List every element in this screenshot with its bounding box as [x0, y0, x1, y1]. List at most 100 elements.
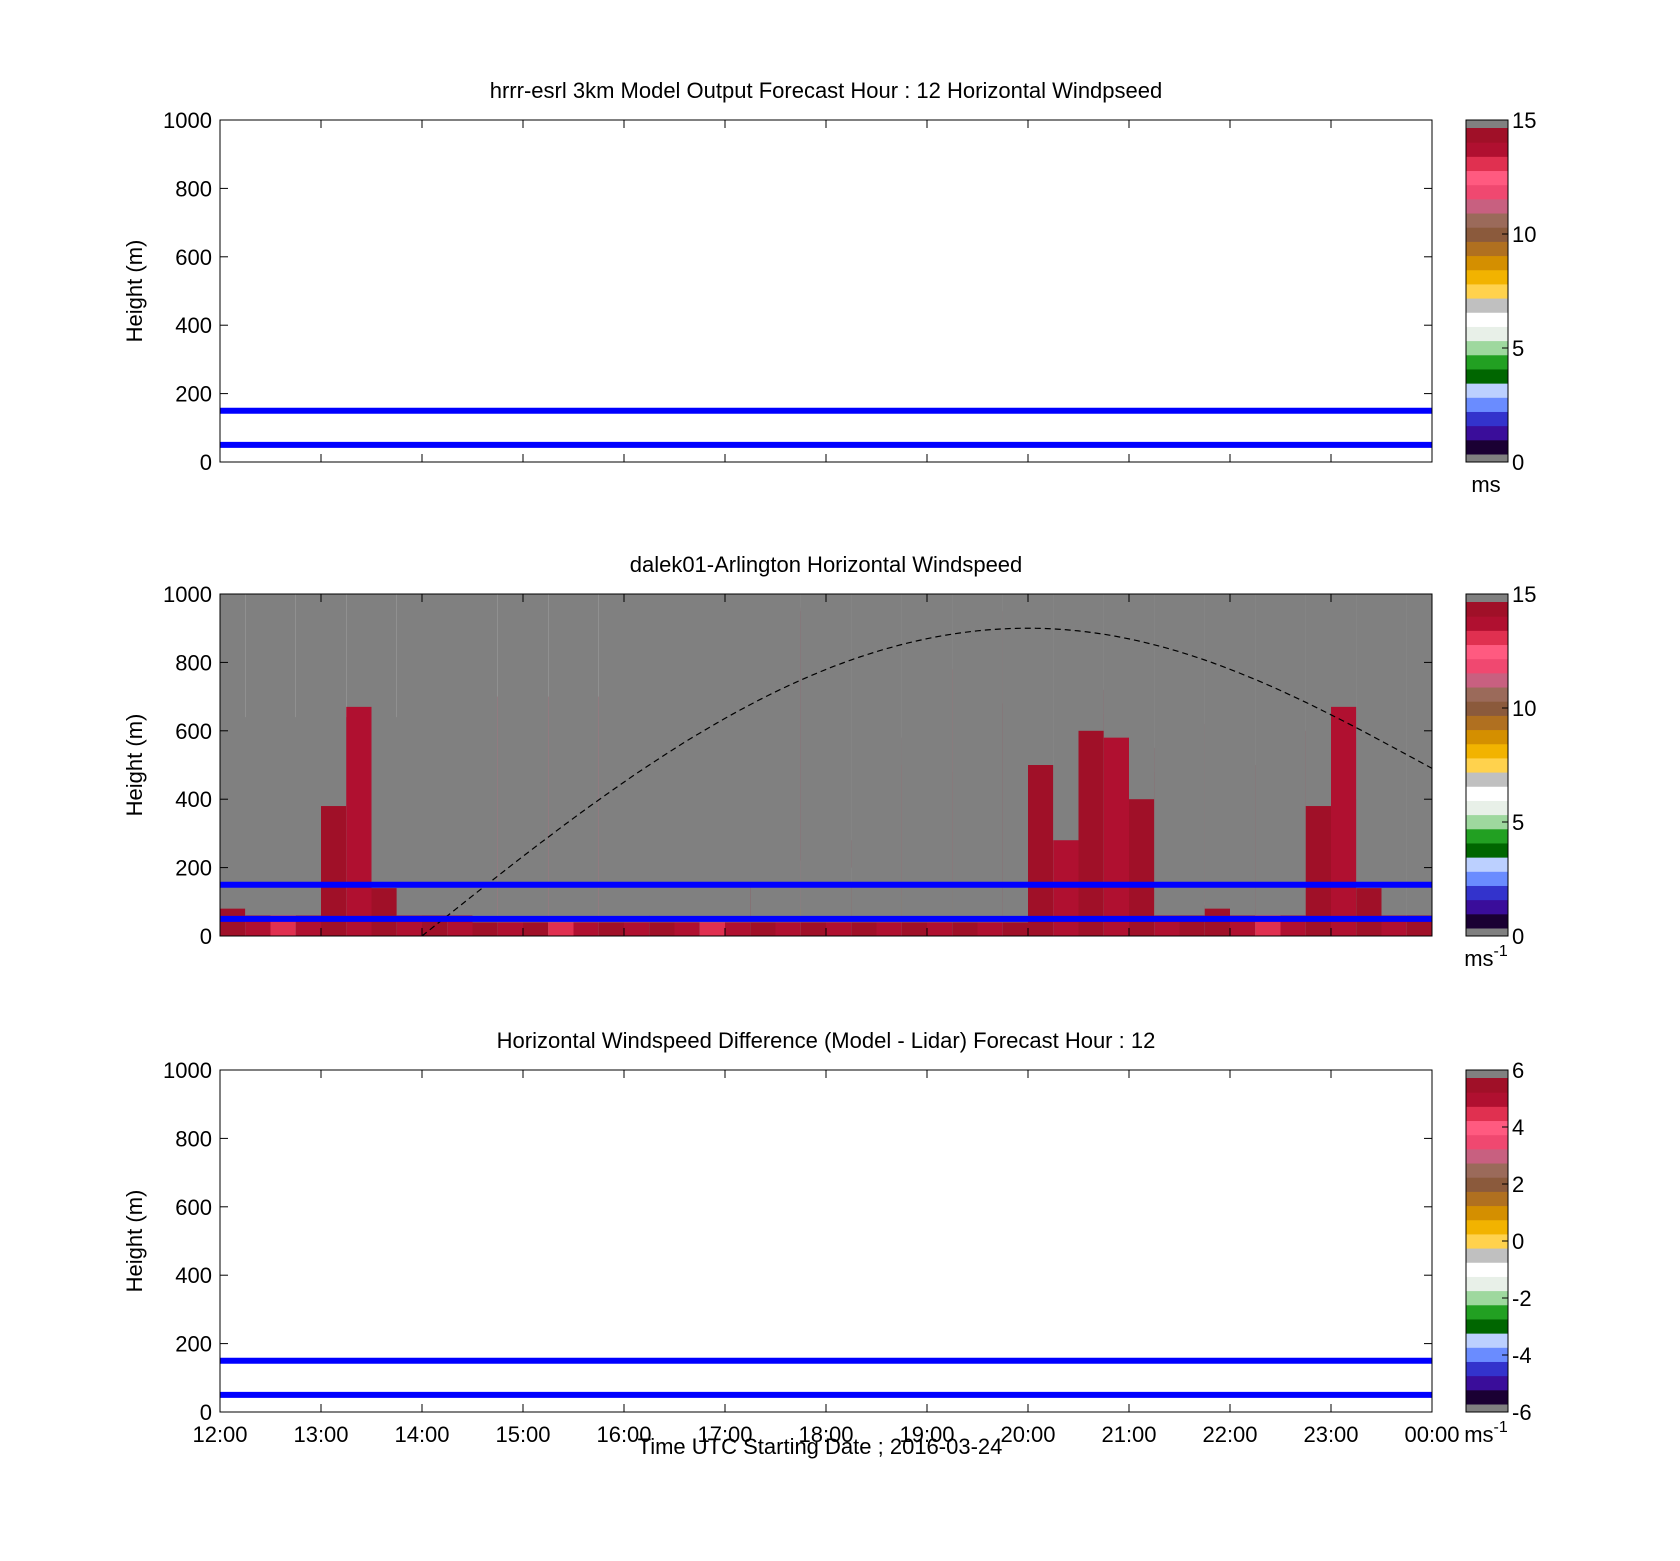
plot-area — [220, 1070, 1432, 1412]
colorbar-segment — [1466, 213, 1508, 228]
panel-3: 0 200 400 600 800 1000 12:00 13:00 14:00 15:00 16:… — [122, 1028, 1532, 1447]
heatmap-cell — [497, 922, 523, 936]
colorbar-segment — [1466, 687, 1508, 702]
colorbar-segment — [1466, 800, 1508, 816]
colorbar-segment — [1466, 828, 1508, 844]
colorbar-segment — [1466, 871, 1508, 886]
colorbar-segment — [1466, 1276, 1508, 1292]
missing-data-cell — [649, 594, 675, 936]
missing-data-cell — [851, 594, 877, 936]
heatmap-cell — [977, 922, 1003, 936]
colorbar-segment — [1466, 1262, 1508, 1277]
colorbar-cap — [1466, 454, 1508, 462]
missing-data-cell — [396, 594, 422, 936]
heatmap-cell — [321, 806, 347, 936]
panel-2: 0 200 400 600 800 1000 dalek01-Arlington Horiz… — [122, 552, 1536, 971]
colorbar-segment — [1466, 326, 1508, 342]
heatmap-cell — [1356, 888, 1382, 936]
heatmap-cell — [1129, 799, 1155, 936]
colorbar-tick-label: 5 — [1512, 810, 1524, 835]
colorbar-segment — [1466, 156, 1508, 172]
y-tick-label: 800 — [175, 650, 212, 675]
colorbar-segment — [1466, 1092, 1508, 1107]
missing-data-cell — [497, 594, 523, 936]
missing-data-cell — [1230, 594, 1256, 936]
colorbar-cap — [1466, 1404, 1508, 1412]
colorbar-segment — [1466, 170, 1508, 186]
missing-data-cell — [371, 594, 397, 936]
x-tick-label: 12:00 — [192, 1422, 247, 1447]
x-tick-label: 00:00 — [1404, 1422, 1459, 1447]
panel-title: Horizontal Windspeed Difference (Model -… — [497, 1028, 1156, 1053]
missing-data-cell — [1381, 594, 1407, 936]
colorbar-segment — [1466, 729, 1508, 745]
colorbar-tick-label: 2 — [1512, 1172, 1524, 1197]
heatmap-cell — [1002, 922, 1028, 936]
y-tick-label: 1000 — [163, 108, 212, 133]
y-tick-label: 0 — [200, 1400, 212, 1425]
colorbar-segment — [1466, 1219, 1508, 1235]
heatmap-cell — [699, 922, 725, 936]
colorbar-segment — [1466, 1148, 1508, 1164]
heatmap-cell — [750, 922, 776, 936]
missing-data-cell — [1356, 594, 1382, 936]
colorbar-tick-label: -4 — [1512, 1343, 1532, 1368]
figure-xlabel: Time UTC Starting Date ; 2016-03-24 — [638, 1434, 1003, 1459]
heatmap-cell — [220, 908, 246, 936]
colorbar-segment — [1466, 142, 1508, 157]
colorbar-segment — [1466, 241, 1508, 257]
heatmap-cell — [523, 922, 549, 936]
heatmap-cell — [346, 706, 372, 936]
x-tick-label: 20:00 — [1000, 1422, 1055, 1447]
missing-data-cell — [901, 594, 927, 936]
x-tick-label: 19:00 — [899, 1422, 954, 1447]
y-axis-label: Height (m) — [122, 714, 147, 817]
colorbar-segment — [1466, 658, 1508, 674]
missing-data-cell — [800, 594, 826, 936]
heatmap-cell — [1028, 765, 1054, 936]
boundary-layer-curve — [421, 627, 1433, 937]
colorbar-segment — [1466, 701, 1508, 716]
colorbar-segment — [1466, 899, 1508, 915]
heatmap-cell — [624, 922, 650, 936]
y-tick-label: 1000 — [163, 582, 212, 607]
missing-data-cell — [826, 594, 852, 936]
heatmap-cell — [371, 888, 397, 936]
missing-data-cell — [447, 594, 473, 936]
colorbar-segment — [1466, 842, 1508, 858]
colorbar-segment — [1466, 269, 1508, 285]
colorbar-segment — [1466, 757, 1508, 773]
colorbar-segment — [1466, 368, 1508, 384]
heatmap-cell — [573, 922, 599, 936]
heatmap-cell — [674, 922, 700, 936]
missing-data-cell — [977, 594, 1003, 936]
colorbar-segment — [1466, 1205, 1508, 1221]
heatmap-cell — [725, 922, 751, 936]
y-tick-label: 200 — [175, 382, 212, 407]
colorbar-segment — [1466, 913, 1508, 929]
colorbar-segment — [1466, 354, 1508, 370]
y-tick-label: 800 — [175, 176, 212, 201]
heatmap-cell — [901, 922, 927, 936]
missing-data-cell — [1255, 594, 1281, 936]
colorbar-cap — [1466, 594, 1508, 602]
x-tick-label: 22:00 — [1202, 1422, 1257, 1447]
heatmap-cell — [1331, 706, 1357, 936]
colorbar-segment — [1466, 672, 1508, 688]
heatmap-cell — [1305, 806, 1331, 936]
colorbar-segment — [1466, 644, 1508, 660]
missing-data-cell — [1204, 594, 1230, 936]
colorbar: 0 5 10 15 ms — [1465, 108, 1536, 497]
y-tick-label: 600 — [175, 245, 212, 270]
colorbar-segment — [1466, 616, 1508, 631]
colorbar-tick-label: 6 — [1512, 1058, 1524, 1083]
missing-data-cell — [952, 594, 978, 936]
colorbar-tick-label: 0 — [1512, 924, 1524, 949]
missing-data-cell — [624, 594, 650, 936]
heatmap-cell — [927, 922, 953, 936]
missing-data-cell — [548, 594, 574, 936]
heatmap-cell — [1103, 737, 1129, 936]
missing-data-cell — [245, 594, 271, 936]
